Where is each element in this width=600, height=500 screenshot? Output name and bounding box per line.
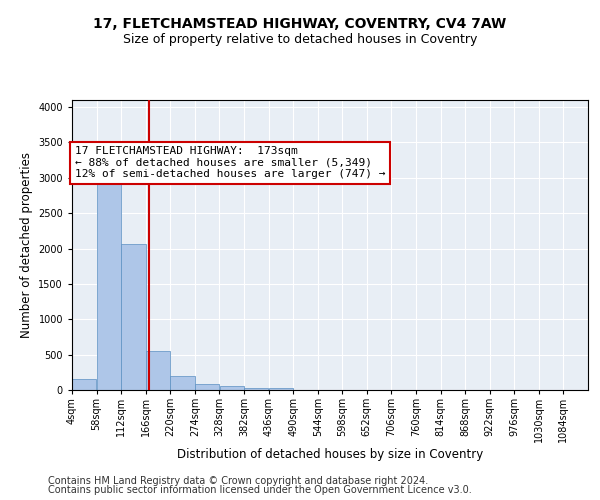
Bar [72,379,97,390]
Bar [146,350,170,390]
Text: 17, FLETCHAMSTEAD HIGHWAY, COVENTRY, CV4 7AW: 17, FLETCHAMSTEAD HIGHWAY, COVENTRY, CV4… [94,18,506,32]
Bar [170,376,195,390]
Text: 17 FLETCHAMSTEAD HIGHWAY:  173sqm
← 88% of detached houses are smaller (5,349)
1: 17 FLETCHAMSTEAD HIGHWAY: 173sqm ← 88% o… [75,146,385,179]
Bar [244,388,268,390]
Bar [121,244,146,390]
Bar [220,386,244,390]
Text: Contains public sector information licensed under the Open Government Licence v3: Contains public sector information licen… [48,485,472,495]
Y-axis label: Number of detached properties: Number of detached properties [20,152,32,338]
Bar [195,384,220,390]
Bar [269,388,293,390]
X-axis label: Distribution of detached houses by size in Coventry: Distribution of detached houses by size … [177,448,483,461]
Text: Size of property relative to detached houses in Coventry: Size of property relative to detached ho… [123,32,477,46]
Bar [97,174,121,390]
Text: Contains HM Land Registry data © Crown copyright and database right 2024.: Contains HM Land Registry data © Crown c… [48,476,428,486]
